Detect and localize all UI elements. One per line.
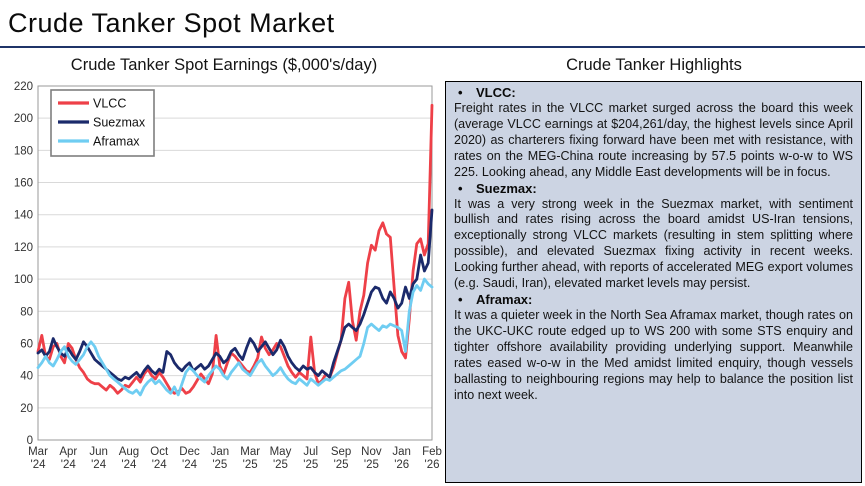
highlight-heading: VLCC: [454,85,853,101]
highlight-body: Freight rates in the VLCC market surged … [454,101,853,179]
y-axis-label: 200 [14,113,33,125]
highlight-heading: Suezmax: [454,181,853,197]
chart-title: Crude Tanker Spot Earnings ($,000's/day) [70,56,378,74]
x-axis-label: Aug '24 [119,446,139,471]
highlight-body: It was a quieter week in the North Sea A… [454,307,853,402]
y-axis-label: 80 [20,306,33,318]
x-axis-label: Jan '26 [392,446,411,471]
x-axis-label: May '25 [270,446,292,471]
y-axis-label: 120 [14,242,33,254]
highlights-title: Crude Tanker Highlights [566,56,742,74]
highlights-panel: VLCC: Freight rates in the VLCC market s… [445,81,862,483]
y-axis-label: 40 [20,371,33,383]
highlight-body: It was a very strong week in the Suezmax… [454,196,853,291]
page-title: Crude Tanker Spot Market [8,8,335,38]
x-axis-label: Jul '25 [303,446,318,471]
legend-label-vlcc: VLCC [93,97,126,111]
highlight-item-suezmax: Suezmax: It was a very strong week in th… [454,181,853,292]
highlight-heading: Aframax: [454,292,853,308]
spot-earnings-chart: 0 20 40 60 80 100 120 140 160 180 200 220 Mar '24 Apr '… [14,81,442,471]
y-axis-label: 220 [14,81,33,93]
x-axis-label: Apr '24 [59,446,77,471]
highlight-item-vlcc: VLCC: Freight rates in the VLCC market s… [454,85,853,181]
spot-earnings-section: Crude Tanker Spot Earnings ($,000's/day)… [4,52,444,486]
x-axis-label: Jan '25 [211,446,230,471]
series-line-aframax [36,277,434,397]
legend-label-suezmax: Suezmax [93,116,146,130]
highlight-item-aframax: Aframax: It was a quieter week in the No… [454,292,853,403]
y-axis-label: 160 [14,178,33,190]
y-axis-label: 60 [20,338,33,350]
x-axis-label: Nov '25 [361,446,382,471]
plot-border [37,85,433,441]
x-axis-label: Sep '25 [331,446,351,471]
y-axis-label: 180 [14,145,33,157]
y-axis-label: 100 [14,274,33,286]
legend-label-aframax: Aframax [93,135,140,149]
x-axis-label: Oct '24 [150,446,169,471]
x-axis-label: Mar '24 [28,446,48,471]
y-axis-label: 0 [27,435,33,447]
highlights-section: Crude Tanker Highlights VLCC: Freight ra… [445,52,863,486]
x-axis-label: Jun '24 [89,446,108,471]
y-axis-label: 140 [14,210,33,222]
y-axis-label: 20 [20,403,33,415]
x-axis-label: Feb '26 [422,446,442,471]
series-line-vlcc [36,103,434,395]
title-underline [0,46,865,48]
x-axis-label: Mar '25 [240,446,260,471]
x-axis-label: Dec '24 [179,446,200,471]
